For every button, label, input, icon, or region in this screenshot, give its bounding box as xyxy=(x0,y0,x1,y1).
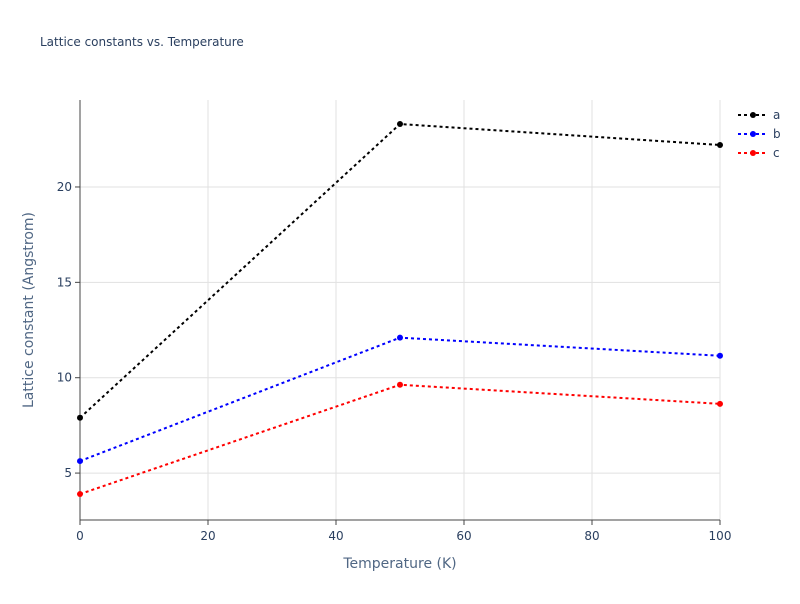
x-tick-label: 80 xyxy=(584,529,599,543)
marker xyxy=(77,491,83,498)
legend-label: b xyxy=(773,127,781,141)
series-line xyxy=(79,123,721,419)
y-tick-label: 5 xyxy=(64,466,72,480)
x-axis-label: Temperature (K) xyxy=(342,556,456,572)
marker xyxy=(717,352,723,359)
legend-marker xyxy=(750,112,756,118)
marker xyxy=(397,381,403,388)
marker xyxy=(77,414,83,421)
y-tick-label: 20 xyxy=(57,180,72,194)
marker xyxy=(717,142,723,149)
x-tick-label: 40 xyxy=(328,529,343,543)
marker xyxy=(77,458,83,465)
x-tick-label: 0 xyxy=(76,529,84,543)
chart-title: Lattice constants vs. Temperature xyxy=(40,35,244,49)
marker xyxy=(717,400,723,407)
series-line xyxy=(79,336,721,462)
legend-label: a xyxy=(773,108,780,122)
x-tick-label: 100 xyxy=(709,529,732,543)
legend-marker xyxy=(750,150,756,156)
x-tick-label: 60 xyxy=(456,529,471,543)
series-line xyxy=(79,383,721,496)
y-tick-label: 10 xyxy=(57,371,72,385)
marker xyxy=(397,334,403,341)
legend-marker xyxy=(750,131,756,137)
y-axis-label: Lattice constant (Angstrom) xyxy=(21,212,37,408)
marker xyxy=(397,121,403,128)
y-tick-label: 15 xyxy=(57,275,72,289)
legend-label: c xyxy=(773,146,780,160)
x-tick-label: 20 xyxy=(200,529,215,543)
